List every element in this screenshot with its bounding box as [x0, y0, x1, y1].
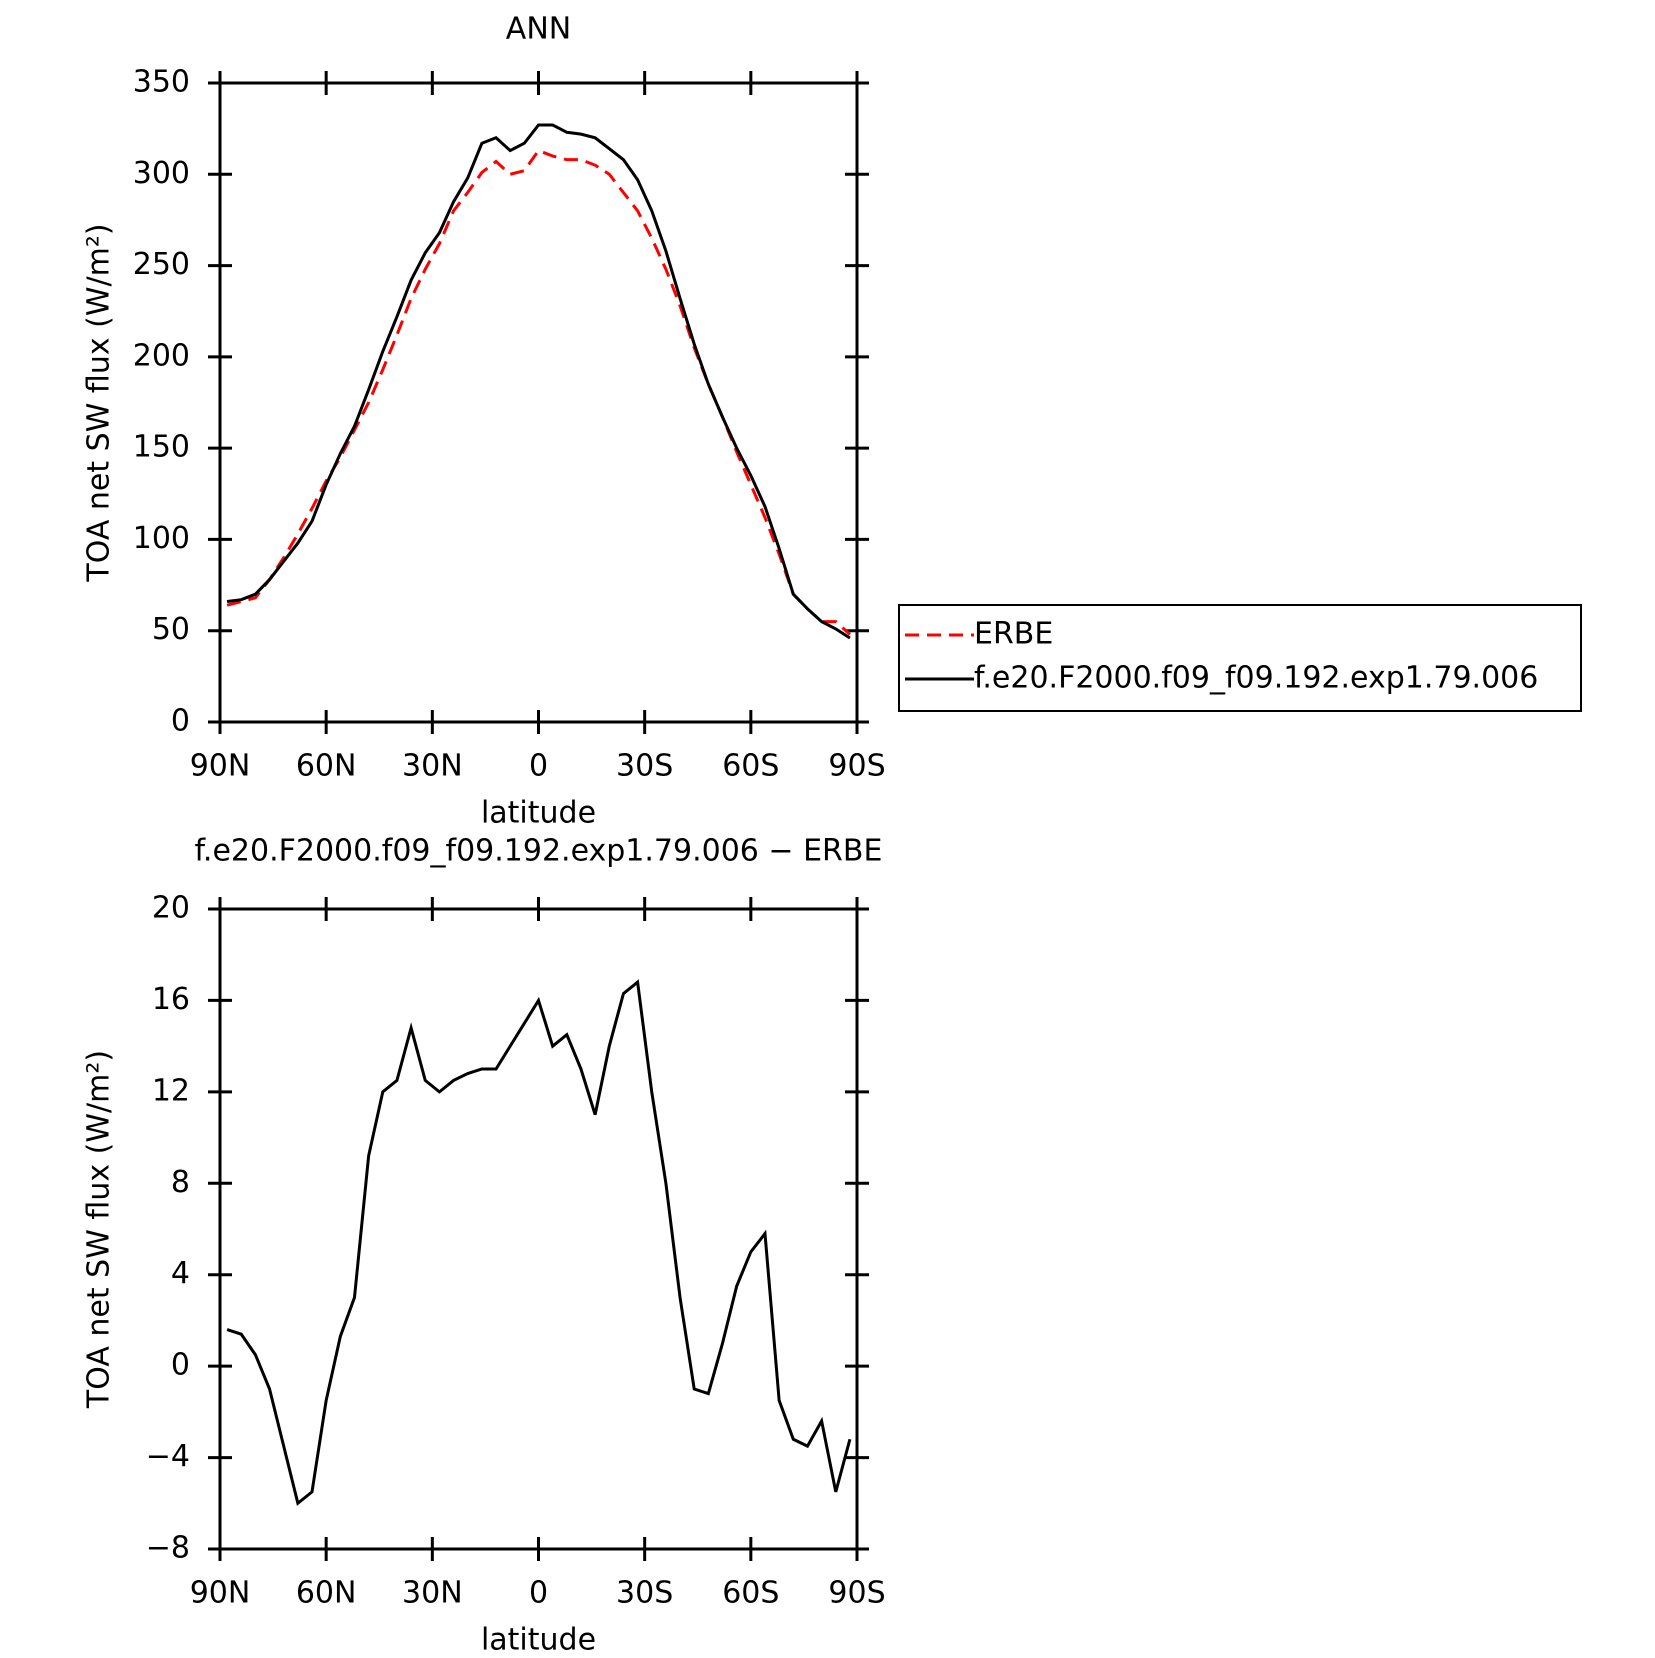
y-tick-label: 150 — [133, 430, 190, 465]
legend-label: f.e20.F2000.f09_f09.192.exp1.79.006 — [974, 661, 1538, 696]
y-tick-label: 200 — [133, 338, 190, 373]
x-tick-label: 0 — [529, 749, 548, 784]
y-tick-label: 100 — [133, 521, 190, 556]
x-tick-label: 60S — [722, 749, 779, 784]
chart-title: f.e20.F2000.f09_f09.192.exp1.79.006 − ER… — [195, 834, 883, 869]
x-tick-label: 30N — [402, 749, 463, 784]
y-axis-label: TOA net SW flux (W/m²) — [82, 223, 117, 582]
series-line — [226, 148, 851, 636]
x-axis-label: latitude — [481, 796, 596, 831]
x-tick-label: 30N — [402, 1576, 463, 1611]
chart-title: ANN — [506, 12, 571, 47]
series-line — [226, 979, 852, 1506]
y-tick-label: 0 — [171, 1348, 190, 1383]
y-tick-label: 8 — [171, 1165, 190, 1200]
series-line — [226, 123, 851, 640]
y-tick-label: 4 — [171, 1256, 190, 1291]
x-tick-label: 90N — [190, 749, 251, 784]
y-tick-label: 16 — [152, 982, 190, 1017]
x-tick-label: 30S — [616, 749, 673, 784]
x-tick-label: 90S — [828, 749, 885, 784]
y-tick-label: 50 — [152, 612, 190, 647]
y-tick-label: 250 — [133, 247, 190, 282]
y-tick-label: 0 — [171, 704, 190, 739]
y-tick-label: 20 — [152, 891, 190, 926]
x-axis-label: latitude — [481, 1623, 596, 1658]
x-tick-label: 60N — [296, 1576, 357, 1611]
x-tick-label: 60S — [722, 1576, 779, 1611]
x-tick-label: 30S — [616, 1576, 673, 1611]
x-tick-label: 0 — [529, 1576, 548, 1611]
legend-box — [898, 604, 1582, 712]
y-tick-label: −4 — [146, 1439, 190, 1474]
x-tick-label: 90N — [190, 1576, 251, 1611]
y-tick-label: −8 — [146, 1531, 190, 1566]
x-tick-label: 90S — [828, 1576, 885, 1611]
y-tick-label: 350 — [133, 65, 190, 100]
legend-label: ERBE — [974, 617, 1053, 652]
plot-frame — [218, 81, 859, 724]
y-tick-label: 12 — [152, 1073, 190, 1108]
x-tick-label: 60N — [296, 749, 357, 784]
y-tick-label: 300 — [133, 156, 190, 191]
y-axis-label: TOA net SW flux (W/m²) — [82, 1050, 117, 1409]
